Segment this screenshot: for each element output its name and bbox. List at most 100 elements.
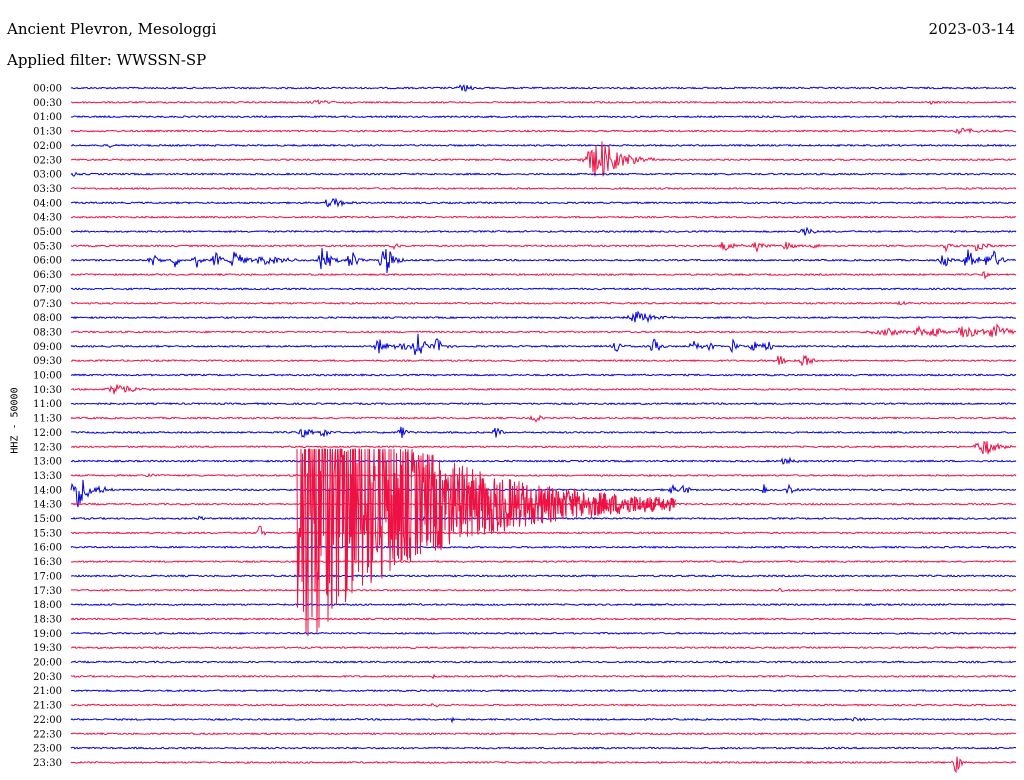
row-time-label: 14:00 xyxy=(33,485,62,496)
row-time-label: 02:30 xyxy=(33,155,62,166)
seismic-trace-row xyxy=(70,310,1017,324)
row-time-label: 04:00 xyxy=(33,198,62,209)
row-time-label: 10:30 xyxy=(33,385,62,396)
seismic-trace-row xyxy=(70,270,1017,280)
filter-label: Applied filter: WWSSN-SP xyxy=(7,51,207,69)
seismic-trace-row xyxy=(70,226,1017,236)
row-time-label: 18:00 xyxy=(33,600,62,611)
seismic-trace-row xyxy=(70,426,1017,439)
row-time-label: 09:30 xyxy=(33,356,62,367)
row-time-label: 08:30 xyxy=(33,327,62,338)
station-title: Ancient Plevron, Mesologgi xyxy=(7,20,217,38)
seismic-trace-row xyxy=(70,333,1017,355)
seismic-trace-row xyxy=(70,197,1017,208)
seismic-trace-row xyxy=(70,300,1017,306)
row-time-label: 20:30 xyxy=(33,672,62,683)
seismic-trace-row xyxy=(70,127,1017,135)
seismic-trace-row xyxy=(70,732,1017,736)
row-time-label: 18:30 xyxy=(33,614,62,625)
row-time-label: 07:00 xyxy=(33,284,62,295)
seismic-trace-row xyxy=(70,479,1017,508)
seismic-trace-row xyxy=(70,525,1017,536)
row-time-label: 19:00 xyxy=(33,629,62,640)
seismic-trace-row xyxy=(70,689,1016,693)
row-time-label: 19:30 xyxy=(33,643,62,654)
row-time-label: 23:30 xyxy=(33,758,62,769)
row-time-label: 17:00 xyxy=(33,571,62,582)
seismic-trace-row xyxy=(70,746,1017,750)
seismic-trace-row xyxy=(70,617,1017,621)
record-date: 2023-03-14 xyxy=(928,20,1015,38)
trace-group xyxy=(70,84,1017,774)
row-time-label: 05:30 xyxy=(33,241,62,252)
seismic-trace-row xyxy=(70,441,1017,455)
row-time-label: 20:00 xyxy=(33,658,62,669)
row-time-label: 22:00 xyxy=(33,715,62,726)
seismic-trace-row xyxy=(70,602,1017,607)
seismic-trace-row xyxy=(70,241,1017,253)
seismic-trace-row xyxy=(70,456,1017,465)
seismic-trace-row xyxy=(71,354,1017,367)
row-time-label: 13:30 xyxy=(33,471,62,482)
row-time-label: 00:30 xyxy=(33,98,62,109)
row-time-label: 11:30 xyxy=(33,414,62,425)
row-time-label: 08:00 xyxy=(33,313,62,324)
seismic-trace-row xyxy=(70,472,1017,478)
seismic-trace-row xyxy=(70,673,1017,680)
seismic-trace-row xyxy=(70,631,1017,635)
seismic-trace-row xyxy=(71,141,1017,177)
seismic-trace-row xyxy=(70,545,1017,549)
seismic-trace-row xyxy=(70,414,1017,423)
seismic-trace-row xyxy=(70,515,1017,522)
row-time-label: 01:30 xyxy=(33,127,62,138)
row-time-label: 00:00 xyxy=(33,84,62,95)
row-time-label: 11:00 xyxy=(33,399,62,410)
seismic-trace-row xyxy=(70,402,1017,406)
seismic-trace-row xyxy=(70,171,1017,177)
row-time-label: 03:30 xyxy=(33,184,62,195)
row-label-group: 00:00 00:30 01:00 01:30 02:00 02:30 03:00 03:30… xyxy=(33,84,62,769)
seismic-trace-row xyxy=(70,702,1017,708)
row-time-label: 21:00 xyxy=(33,686,62,697)
seismic-trace-row xyxy=(70,384,1017,395)
row-time-label: 21:30 xyxy=(33,701,62,712)
earthquake-signal xyxy=(296,448,676,637)
row-time-label: 04:30 xyxy=(33,213,62,224)
row-time-label: 16:30 xyxy=(33,557,62,568)
row-time-label: 06:30 xyxy=(33,270,62,281)
seismic-trace-row xyxy=(70,99,1017,106)
seismic-trace-row xyxy=(70,716,1016,724)
row-time-label: 10:00 xyxy=(33,371,62,382)
seismic-trace-row xyxy=(70,143,1017,149)
row-time-label: 05:00 xyxy=(33,227,62,238)
seismic-trace-row xyxy=(70,756,1017,774)
seismic-trace-row xyxy=(70,323,1017,338)
seismic-trace-row xyxy=(70,660,1017,664)
seismic-trace-row xyxy=(70,84,1017,92)
seismic-trace-row xyxy=(70,587,1017,593)
seismic-trace-row xyxy=(70,215,1016,219)
seismic-trace-row xyxy=(70,287,1017,291)
row-time-label: 12:00 xyxy=(33,428,62,439)
row-time-label: 17:30 xyxy=(33,586,62,597)
row-time-label: 07:30 xyxy=(33,299,62,310)
row-time-label: 01:00 xyxy=(33,112,62,123)
seismic-trace-row xyxy=(70,373,1017,377)
seismic-trace-row xyxy=(70,574,1016,578)
row-time-label: 16:00 xyxy=(33,543,62,554)
seismic-trace-row xyxy=(70,559,1017,564)
row-time-label: 13:00 xyxy=(33,457,62,468)
seismic-trace-row xyxy=(70,186,1017,191)
row-time-label: 15:00 xyxy=(33,514,62,525)
row-time-label: 02:00 xyxy=(33,141,62,152)
row-time-label: 23:00 xyxy=(33,744,62,755)
row-time-label: 06:00 xyxy=(33,256,62,267)
row-time-label: 03:00 xyxy=(33,170,62,181)
row-time-label: 15:30 xyxy=(33,528,62,539)
seismic-trace-row xyxy=(70,645,1017,650)
row-time-label: 12:30 xyxy=(33,442,62,453)
row-time-label: 22:30 xyxy=(33,729,62,740)
row-time-label: 14:30 xyxy=(33,500,62,511)
seismic-trace-row xyxy=(70,115,1017,119)
